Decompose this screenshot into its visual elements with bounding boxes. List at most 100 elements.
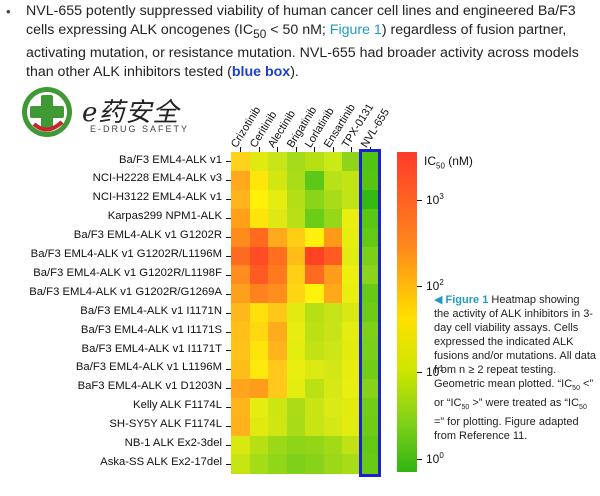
heatmap-cell <box>305 397 325 418</box>
row-tick <box>226 350 231 352</box>
heatmap-cell <box>360 322 380 342</box>
row-label: BaF3 EML4-ALK v1 D1203N <box>77 380 222 393</box>
heatmap-cell <box>249 454 269 474</box>
row-tick <box>226 274 231 276</box>
heatmap-cell <box>323 378 343 399</box>
intro-text-4: ). <box>290 63 299 80</box>
heatmap-cell <box>305 170 325 191</box>
row-label: NB-1 ALK Ex2-3del <box>124 437 222 449</box>
heatmap-cell <box>268 341 288 361</box>
column-tick <box>332 147 334 152</box>
row-tick <box>226 293 231 295</box>
heatmap-cell <box>360 208 380 229</box>
heatmap-cell <box>286 435 306 455</box>
figure-1-link[interactable]: Figure 1 <box>329 22 382 38</box>
heatmap-cell <box>268 435 288 455</box>
colorbar-tick <box>417 286 422 287</box>
heatmap-cell <box>268 397 288 418</box>
row-label: Karpas299 NPM1-ALK <box>107 210 222 223</box>
heatmap-cell <box>342 189 362 210</box>
heatmap-cell <box>268 359 288 380</box>
intro-text-3: ) regardless of fusion partner, activati… <box>26 22 579 80</box>
heatmap-cell <box>305 341 325 361</box>
heatmap-cell <box>249 208 269 229</box>
heatmap-cell <box>231 284 251 304</box>
row-tick <box>226 237 231 239</box>
heatmap-cell <box>249 152 269 172</box>
heatmap-cell <box>323 170 343 191</box>
colorbar <box>397 152 417 472</box>
heatmap-cell <box>268 208 288 229</box>
heatmap-cell <box>323 208 343 229</box>
heatmap-cell <box>323 359 343 380</box>
heatmap-cell <box>342 265 362 285</box>
row-tick <box>226 218 231 220</box>
heatmap-cell <box>268 284 288 304</box>
heatmap-cell <box>231 208 251 229</box>
heatmap-cell <box>342 454 362 474</box>
heatmap-cell <box>231 416 251 437</box>
heatmap-cell <box>342 303 362 323</box>
logo-text: e药安全 <box>82 98 180 128</box>
heatmap-cell <box>268 189 288 210</box>
column-tick <box>277 147 279 152</box>
heatmap-cell <box>268 246 288 266</box>
heatmap-cell <box>360 416 380 437</box>
colorbar-tick-label: 102 <box>426 278 444 293</box>
row-label: SH-SY5Y ALK F1174L <box>109 418 222 431</box>
heatmap-cell <box>268 170 288 191</box>
heatmap-cell <box>360 284 380 304</box>
heatmap-cell <box>286 359 306 380</box>
intro-paragraph: NVL-655 potently suppressed viability of… <box>26 2 596 82</box>
heatmap-cell <box>286 454 306 474</box>
heatmap-cell <box>249 303 269 323</box>
heatmap-cell <box>231 189 251 210</box>
heatmap-cell <box>249 397 269 418</box>
heatmap-cell <box>305 284 325 304</box>
heatmap-cell <box>360 189 380 210</box>
row-tick <box>226 369 231 371</box>
heatmap-cell <box>360 397 380 418</box>
heatmap-cell <box>268 322 288 342</box>
heatmap-cell <box>360 265 380 285</box>
heatmap-cell <box>342 170 362 191</box>
row-tick <box>226 407 231 409</box>
heatmap-cell <box>305 435 325 455</box>
heatmap-cell <box>286 189 306 210</box>
intro-subscript: 50 <box>253 26 267 41</box>
heatmap-cell <box>249 341 269 361</box>
row-tick <box>226 161 231 163</box>
colorbar-tick <box>417 459 422 460</box>
heatmap-cell <box>323 246 343 266</box>
heatmap-cell <box>286 208 306 229</box>
heatmap-cell <box>342 359 362 380</box>
colorbar-title: IC50 (nM) <box>424 154 473 171</box>
row-label: NCI-H2228 EML4-ALK v3 <box>92 172 222 185</box>
heatmap-cell <box>268 303 288 323</box>
colorbar-tick <box>417 372 422 373</box>
heatmap-cell <box>323 303 343 323</box>
heatmap-cell <box>231 397 251 418</box>
logo-subtitle: E-DRUG SAFETY <box>90 124 190 134</box>
heatmap-cell <box>231 303 251 323</box>
heatmap-cell <box>323 152 343 172</box>
heatmap-cell <box>231 378 251 399</box>
column-tick <box>314 147 316 152</box>
row-label: NCI-H3122 EML4-ALK v1 <box>92 191 222 204</box>
heatmap-cell <box>231 152 251 172</box>
heatmap-cell <box>305 227 325 248</box>
heatmap-cell <box>342 416 362 437</box>
heatmap-cell <box>342 378 362 399</box>
bullet-marker: • <box>6 4 11 19</box>
row-label: Ba/F3 EML4-ALK v1 G1202R/L1196M <box>30 248 222 260</box>
column-tick <box>258 147 260 152</box>
heatmap-cell <box>286 284 306 304</box>
heatmap-cell <box>360 227 380 248</box>
heatmap-cell <box>360 435 380 455</box>
heatmap-cell <box>342 284 362 304</box>
heatmap-cell <box>231 227 251 248</box>
caption-arrow-icon: ◀ <box>434 294 443 306</box>
heatmap-cell <box>360 341 380 361</box>
intro-text-1: NVL-655 potently suppressed viability of… <box>26 3 576 38</box>
row-tick <box>226 463 231 465</box>
